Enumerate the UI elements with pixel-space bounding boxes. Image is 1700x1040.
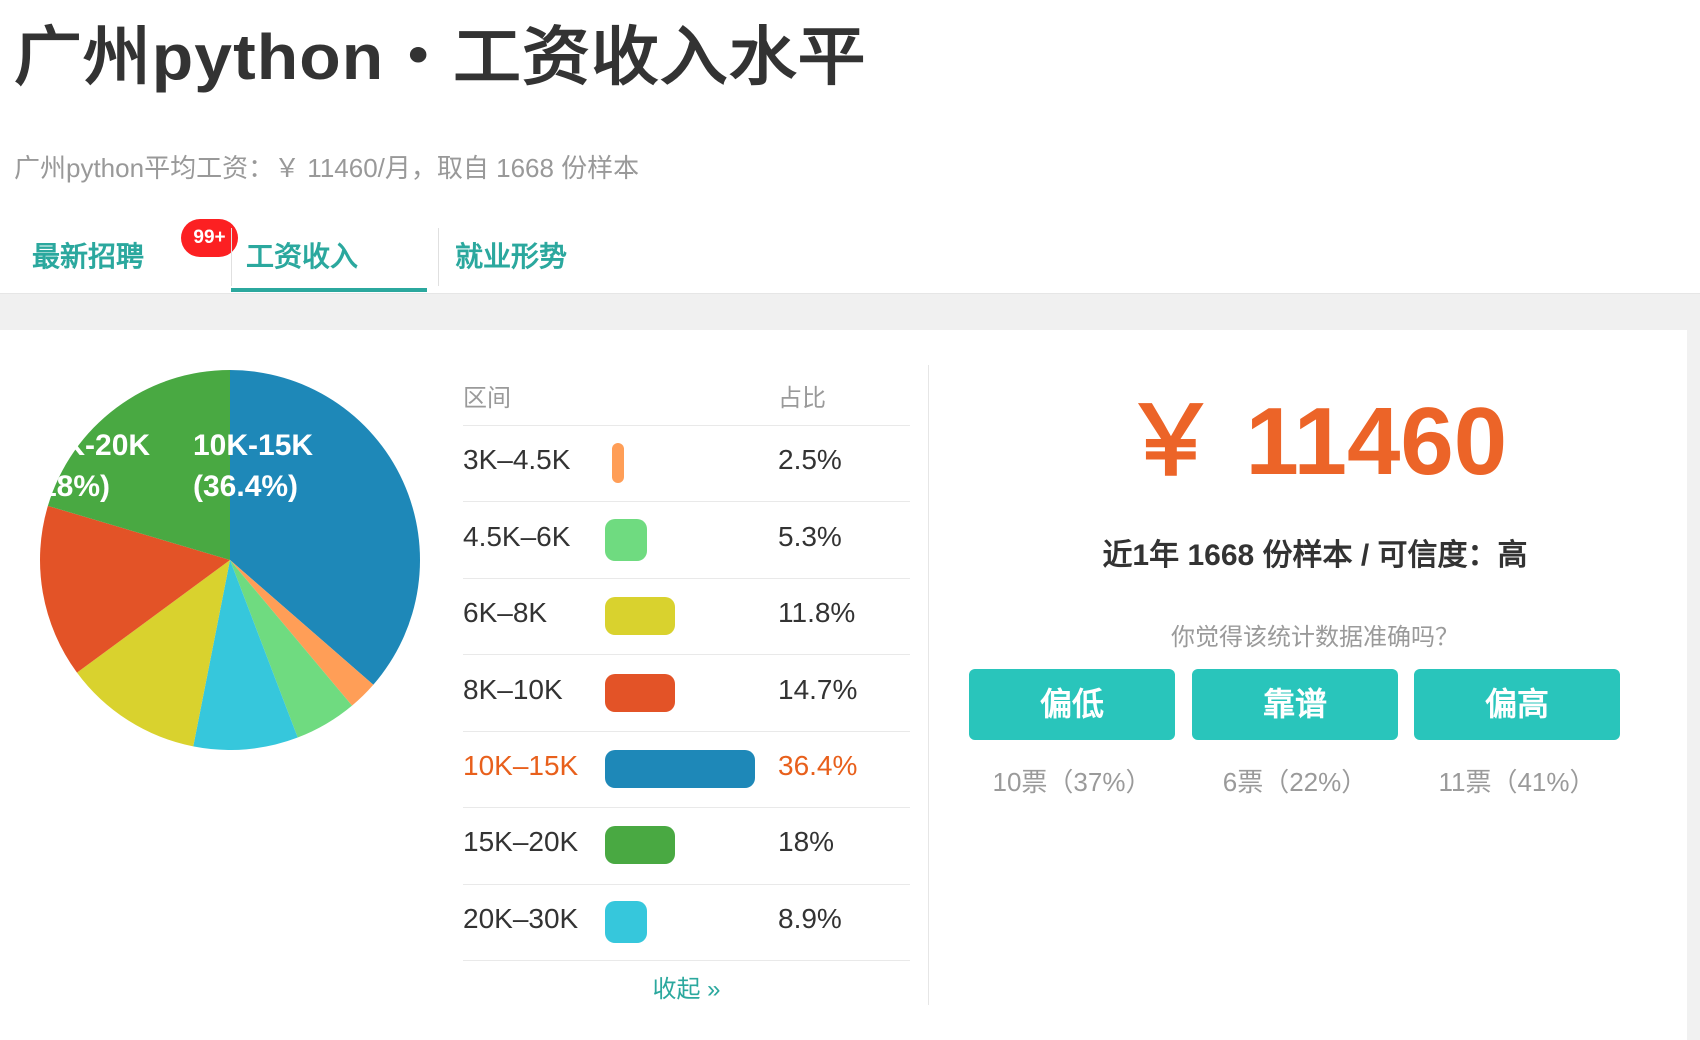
svg-text:(36.4%): (36.4%) (193, 470, 298, 503)
svg-text:10K-15K: 10K-15K (193, 429, 313, 462)
svg-text:(18%): (18%) (30, 470, 110, 503)
svg-text:15K-20K: 15K-20K (30, 429, 150, 462)
